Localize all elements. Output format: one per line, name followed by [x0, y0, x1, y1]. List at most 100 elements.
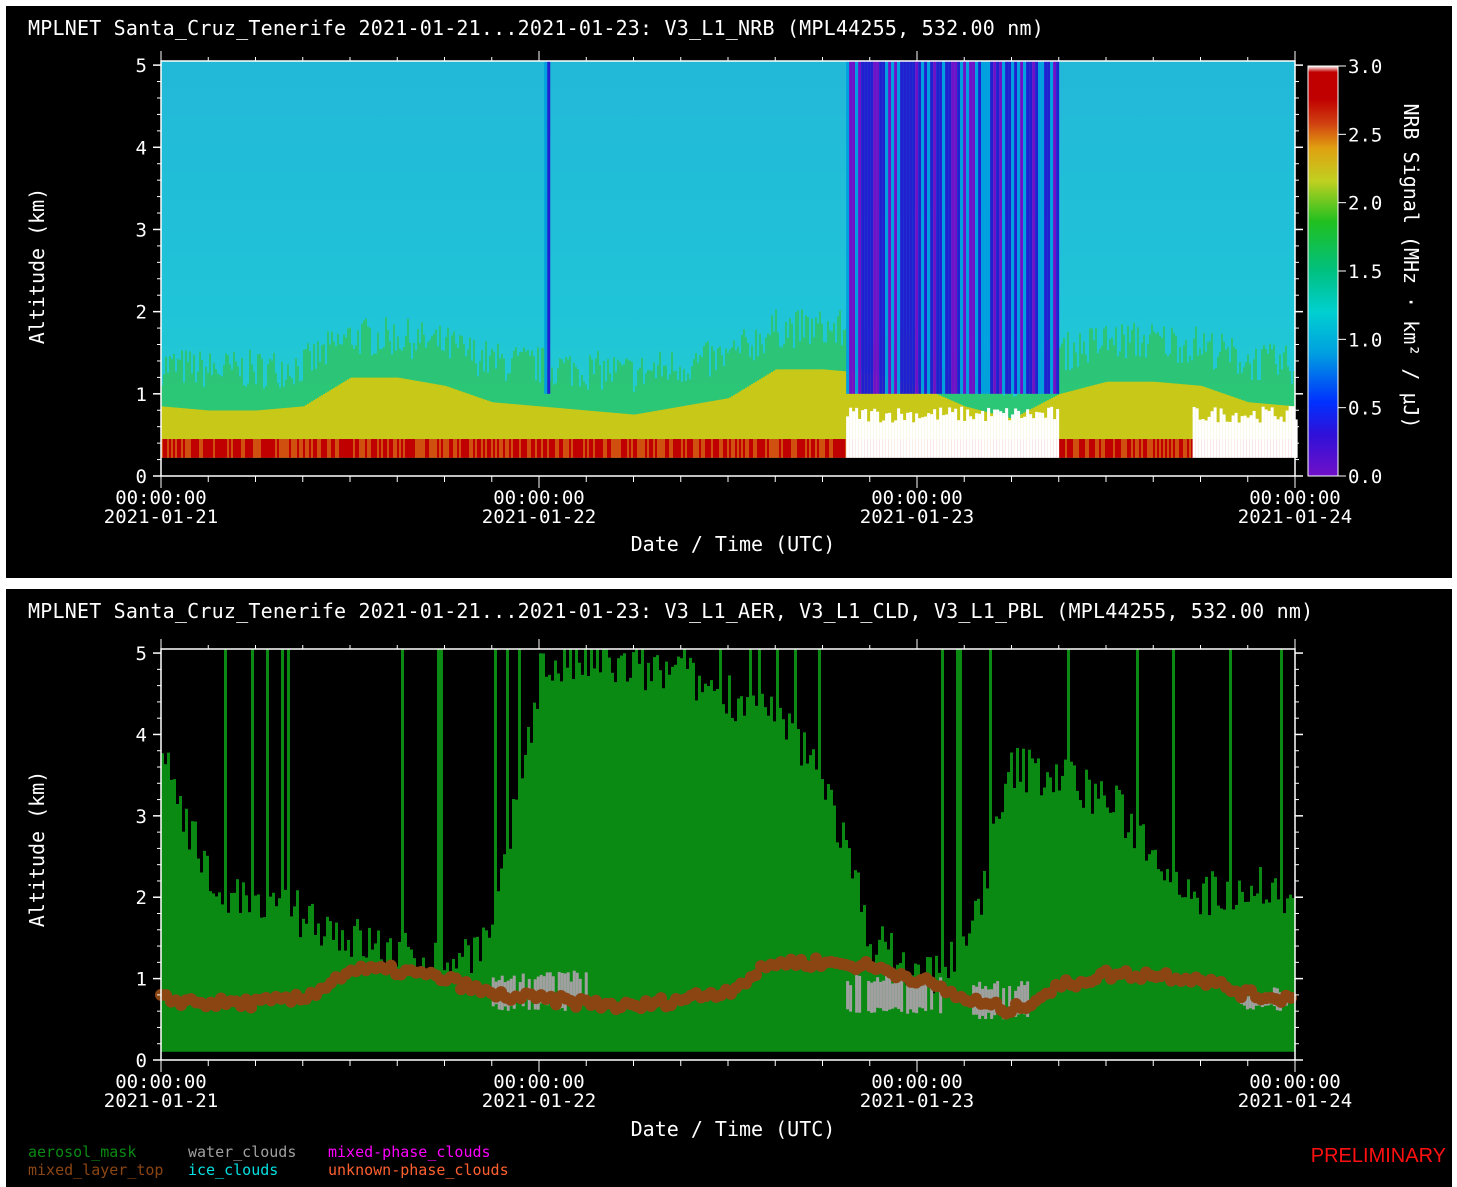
nrb-saturated-signal: [1282, 421, 1286, 458]
nrb-surface-signal: [593, 439, 595, 458]
nrb-surface-signal: [813, 439, 815, 458]
aerosol-mask-column: [440, 649, 443, 1052]
nrb-aerosol-band: [513, 350, 515, 413]
nrb-surface-signal: [1113, 439, 1115, 458]
nrb-surface-signal: [167, 439, 169, 458]
nrb-surface-signal: [361, 439, 363, 458]
nrb-boundary-layer: [909, 383, 911, 440]
nrb-surface-signal: [507, 439, 509, 458]
nrb-aerosol-band: [363, 320, 365, 386]
nrb-aerosol-band: [193, 354, 195, 418]
nrb-boundary-layer: [201, 409, 203, 440]
nrb-low-signal: [900, 61, 904, 394]
nrb-boundary-layer: [221, 410, 223, 440]
aerosol-mask-column: [1286, 898, 1289, 1052]
nrb-boundary-layer: [697, 403, 699, 440]
aerosol-mask-column: [650, 681, 653, 1052]
nrb-boundary-layer: [801, 369, 803, 440]
nrb-surface-signal: [213, 439, 215, 458]
classification-x-axis-label: Date / Time (UTC): [631, 1117, 836, 1141]
nrb-boundary-layer: [1099, 383, 1101, 440]
nrb-surface-signal: [1131, 439, 1133, 458]
nrb-surface-signal: [251, 439, 253, 458]
aerosol-mask-column: [623, 653, 626, 1052]
nrb-colorbar: 0.00.51.01.52.02.53.0: [1307, 56, 1382, 488]
nrb-y-axis-label: Altitude (km): [25, 188, 49, 345]
nrb-surface-signal: [781, 439, 783, 458]
nrb-saturated-signal: [1011, 414, 1015, 458]
aerosol-mask-column: [908, 980, 911, 1052]
nrb-surface-signal: [499, 439, 501, 458]
nrb-aerosol-band: [281, 362, 283, 417]
nrb-boundary-layer: [733, 395, 735, 440]
aerosol-mask-column: [638, 663, 641, 1052]
nrb-boundary-layer: [179, 407, 181, 440]
nrb-boundary-layer: [1129, 381, 1131, 440]
nrb-boundary-layer: [639, 413, 641, 440]
nrb-boundary-layer: [1073, 390, 1075, 440]
nrb-aerosol-band: [275, 373, 277, 417]
nrb-aerosol-band: [427, 342, 429, 391]
aerosol-mask-column: [704, 683, 707, 1052]
nrb-boundary-layer: [577, 409, 579, 440]
nrb-boundary-layer: [585, 410, 587, 440]
nrb-surface-signal: [613, 439, 615, 458]
nrb-aerosol-band: [731, 347, 733, 405]
aerosol-mask-column: [296, 890, 299, 1052]
nrb-surface-signal: [521, 439, 523, 458]
nrb-boundary-layer: [479, 397, 481, 440]
nrb-low-signal: [924, 61, 928, 394]
nrb-boundary-layer: [861, 372, 863, 440]
aerosol-mask-column: [629, 677, 632, 1052]
classification-xtick-date: 2021-01-22: [482, 1090, 596, 1112]
nrb-boundary-layer: [1147, 381, 1149, 440]
nrb-aerosol-band: [619, 362, 621, 422]
nrb-saturated-signal: [939, 407, 943, 458]
nrb-low-signal: [882, 61, 886, 394]
aerosol-mask-column: [821, 779, 824, 1052]
nrb-aerosol-band: [423, 334, 425, 391]
nrb-boundary-layer: [1117, 381, 1119, 440]
nrb-aerosol-band: [447, 327, 449, 395]
nrb-saturated-signal: [942, 415, 946, 458]
nrb-low-signal: [960, 61, 964, 394]
aerosol-mask-column: [1226, 881, 1229, 1052]
nrb-aerosol-band: [823, 342, 825, 378]
aerosol-mask-column: [281, 649, 284, 1052]
aerosol-mask-column: [1034, 763, 1037, 1052]
nrb-aerosol-band: [635, 385, 637, 423]
nrb-xtick-time: 00:00:00: [871, 487, 963, 509]
nrb-boundary-layer: [657, 410, 659, 440]
aerosol-mask-column: [854, 870, 857, 1052]
nrb-saturated-signal: [1219, 408, 1223, 458]
nrb-aerosol-band: [1021, 385, 1023, 422]
aerosol-mask-column: [410, 949, 413, 1052]
nrb-boundary-layer: [589, 410, 591, 440]
nrb-surface-signal: [183, 439, 185, 458]
nrb-aerosol-band: [265, 385, 267, 418]
nrb-saturated-signal: [1276, 419, 1280, 458]
nrb-aerosol-band: [431, 336, 433, 392]
nrb-boundary-layer: [509, 403, 511, 440]
aerosol-mask-column: [1106, 807, 1109, 1052]
water-cloud-column: [1245, 996, 1249, 1010]
nrb-aerosol-band: [443, 351, 445, 394]
nrb-surface-signal: [553, 439, 555, 458]
nrb-surface-signal: [761, 439, 763, 458]
nrb-saturated-signal: [849, 407, 853, 458]
nrb-low-signal: [981, 61, 985, 394]
water-cloud-column: [572, 970, 576, 1010]
aerosol-mask-column: [221, 904, 224, 1052]
aerosol-mask-column: [695, 700, 698, 1052]
nrb-aerosol-band: [625, 358, 627, 422]
nrb-aerosol-band: [1197, 355, 1199, 394]
nrb-boundary-layer: [797, 369, 799, 440]
nrb-surface-signal: [247, 439, 249, 458]
nrb-aerosol-band: [613, 357, 615, 421]
aerosol-mask-column: [932, 993, 935, 1052]
nrb-saturated-signal: [969, 416, 973, 458]
nrb-saturated-signal: [945, 414, 949, 458]
nrb-boundary-layer: [675, 407, 677, 440]
mixed-layer-top-point: [750, 969, 762, 982]
nrb-saturated-signal: [885, 413, 889, 458]
